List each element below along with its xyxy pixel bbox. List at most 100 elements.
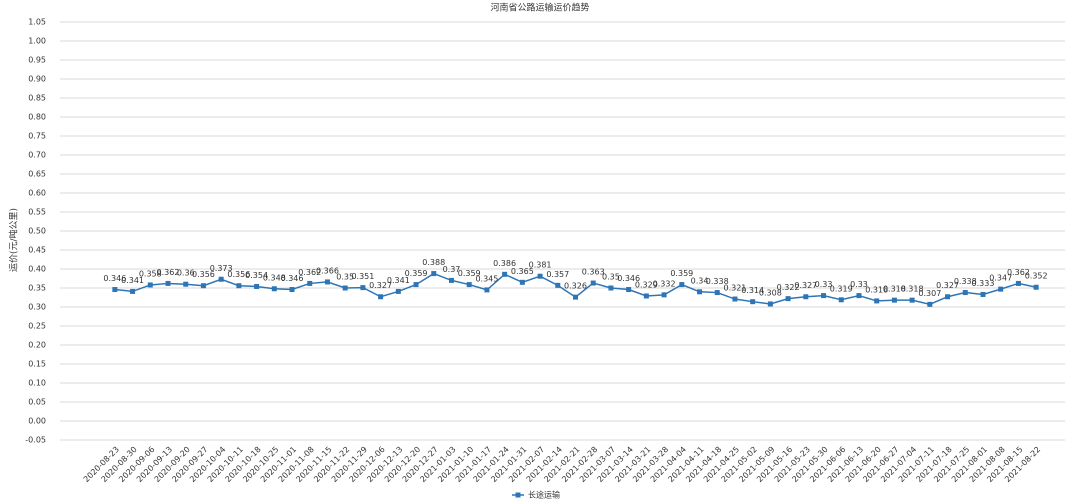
- point-marker: [1033, 284, 1039, 290]
- point-marker: [803, 294, 809, 300]
- legend-label: 长途运输: [528, 490, 560, 500]
- data-label: 0.34: [691, 276, 709, 285]
- data-label: 0.359: [670, 269, 693, 278]
- data-label: 0.338: [706, 277, 729, 286]
- point-marker: [874, 298, 880, 304]
- data-label: 0.346: [103, 274, 126, 283]
- point-marker: [271, 286, 277, 292]
- point-marker: [502, 271, 508, 277]
- point-marker: [590, 280, 596, 286]
- y-tick-label: 0.60: [28, 189, 46, 198]
- data-label: 0.33: [850, 280, 868, 289]
- point-marker: [555, 282, 561, 288]
- chart-title: 河南省公路运输运价趋势: [490, 2, 589, 14]
- data-label: 0.352: [1025, 272, 1048, 281]
- data-label: 0.346: [617, 274, 640, 283]
- point-marker: [909, 297, 915, 303]
- data-label: 0.333: [972, 279, 995, 288]
- y-tick-label: 0.25: [28, 322, 46, 331]
- point-marker: [891, 297, 897, 303]
- y-tick-label: 0.75: [28, 132, 46, 141]
- y-tick-label: 0.10: [28, 379, 46, 388]
- point-marker: [254, 283, 260, 289]
- y-axis-title: 运价(元/吨公里): [8, 208, 20, 272]
- data-label: 0.327: [794, 281, 817, 290]
- data-label: 0.332: [653, 279, 676, 288]
- data-label: 0.318: [901, 285, 924, 294]
- point-marker: [785, 296, 791, 302]
- point-marker: [767, 301, 773, 307]
- y-tick-label: 0.65: [28, 170, 46, 179]
- point-marker: [448, 277, 454, 283]
- y-tick-label: 0.30: [28, 303, 46, 312]
- data-label: 0.366: [316, 266, 339, 275]
- point-marker: [980, 291, 986, 297]
- data-label: 0.35: [602, 273, 620, 282]
- data-label: 0.373: [210, 264, 233, 273]
- point-marker: [661, 292, 667, 298]
- data-label: 0.354: [245, 271, 268, 280]
- point-marker: [307, 280, 313, 286]
- data-label: 0.363: [582, 268, 605, 277]
- point-marker: [626, 287, 632, 293]
- data-label: 0.338: [954, 277, 977, 286]
- point-marker: [147, 282, 153, 288]
- point-marker: [289, 287, 295, 293]
- y-tick-label: 0.95: [28, 56, 46, 65]
- point-marker: [732, 296, 738, 302]
- point-marker: [537, 273, 543, 279]
- data-label: 0.341: [121, 276, 144, 285]
- data-label: 0.351: [351, 272, 374, 281]
- data-label: 0.362: [1007, 268, 1030, 277]
- data-label: 0.327: [369, 281, 392, 290]
- data-label: 0.381: [529, 261, 552, 270]
- y-tick-label: 0.70: [28, 151, 46, 160]
- data-label: 0.362: [298, 268, 321, 277]
- data-label: 0.359: [405, 269, 428, 278]
- point-marker: [130, 288, 136, 294]
- point-marker: [431, 271, 437, 277]
- y-tick-label: 0.15: [28, 360, 46, 369]
- y-tick-label: 0.05: [28, 398, 46, 407]
- data-label: 0.322: [777, 283, 800, 292]
- point-marker: [679, 282, 685, 288]
- point-marker: [236, 283, 242, 289]
- data-label: 0.346: [281, 274, 304, 283]
- data-label: 0.356: [227, 270, 250, 279]
- y-tick-label: 0.45: [28, 246, 46, 255]
- point-marker: [838, 297, 844, 303]
- data-label: 0.347: [989, 274, 1012, 283]
- data-label: 0.327: [936, 281, 959, 290]
- data-label: 0.33: [815, 280, 833, 289]
- point-marker: [466, 282, 472, 288]
- data-label: 0.386: [493, 259, 516, 268]
- y-tick-label: 0.50: [28, 227, 46, 236]
- y-tick-label: 0.40: [28, 265, 46, 274]
- point-marker: [378, 294, 384, 300]
- data-label: 0.356: [192, 270, 215, 279]
- point-marker: [608, 285, 614, 291]
- y-tick-label: 1.00: [28, 37, 46, 46]
- data-label: 0.307: [918, 289, 941, 298]
- point-marker: [484, 287, 490, 293]
- point-marker: [927, 301, 933, 307]
- point-marker: [998, 286, 1004, 292]
- data-label: 0.314: [741, 286, 764, 295]
- y-tick-label: 0.35: [28, 284, 46, 293]
- data-label: 0.348: [263, 273, 286, 282]
- data-label: 0.321: [723, 284, 746, 293]
- y-tick-label: 0.00: [28, 417, 46, 426]
- data-label: 0.35: [336, 273, 354, 282]
- legend-marker: [515, 492, 521, 498]
- point-marker: [200, 283, 206, 289]
- data-label: 0.326: [564, 282, 587, 291]
- data-label: 0.316: [865, 285, 888, 294]
- y-tick-label: -0.05: [25, 436, 46, 445]
- point-marker: [945, 294, 951, 300]
- point-marker: [643, 293, 649, 299]
- data-label: 0.359: [458, 269, 481, 278]
- data-label: 0.36: [177, 269, 195, 278]
- point-marker: [395, 288, 401, 294]
- point-marker: [750, 299, 756, 305]
